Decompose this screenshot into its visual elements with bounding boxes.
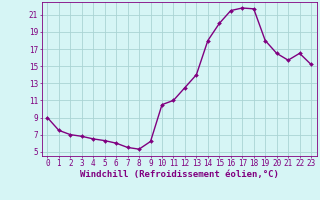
X-axis label: Windchill (Refroidissement éolien,°C): Windchill (Refroidissement éolien,°C) [80, 170, 279, 179]
